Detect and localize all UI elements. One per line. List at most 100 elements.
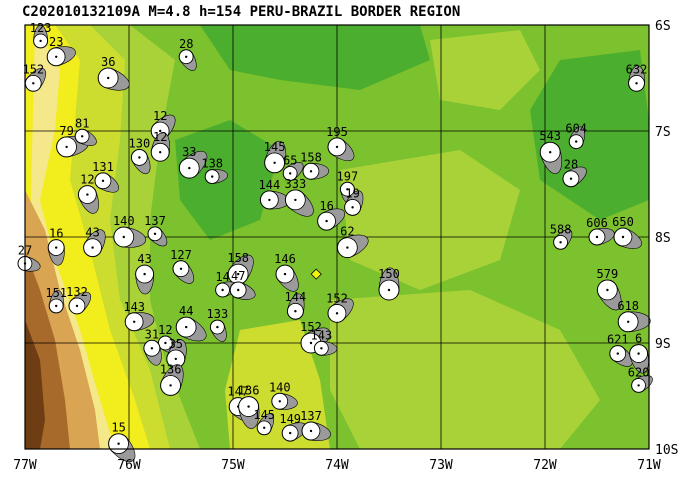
beachball-quadrant [238, 404, 260, 429]
beachball-center [351, 206, 354, 209]
beachball-quadrant [555, 229, 573, 247]
terrain-light-green-patch-south [330, 290, 600, 449]
beachball-center [75, 304, 79, 308]
beachball-center [549, 151, 552, 154]
beachball-center [569, 177, 573, 180]
event-depth-label: 543 [539, 129, 561, 143]
beachball-center [185, 55, 188, 58]
beachball-center [637, 352, 640, 355]
beachball-quadrant [235, 282, 256, 300]
focal-mechanism: 136 [160, 362, 184, 396]
event-depth-label: 143 [123, 300, 145, 314]
beachball-quadrant [144, 345, 162, 366]
focal-mechanism: 621 [607, 333, 633, 367]
beachball-center [387, 288, 391, 292]
beachball-center [55, 55, 58, 58]
event-depth-label: 81 [75, 116, 89, 130]
beachball-center [247, 405, 250, 408]
event-depth-label: 19 [345, 186, 359, 200]
beachball-quadrant [180, 52, 197, 71]
focal-mechanism: 158 [227, 251, 254, 285]
lat-tick-label: 9S [655, 337, 671, 352]
event-depth-label: 16 [49, 227, 63, 241]
beachball-quadrant [257, 413, 275, 432]
beachball-quadrant [84, 229, 106, 253]
terrain-light-green-patch-ne [430, 30, 540, 110]
focal-mechanism: 158 [300, 150, 330, 180]
beachball-center [575, 140, 578, 143]
focal-mechanism: 43 [83, 226, 106, 258]
event-depth-label: 650 [612, 215, 634, 229]
beachball-quadrant [309, 421, 331, 441]
beachball-quadrant [132, 312, 155, 332]
beachball-quadrant [71, 291, 92, 312]
beachball-center [159, 151, 162, 154]
beachball-quadrant [104, 68, 130, 91]
event-depth-label: 152 [326, 291, 348, 305]
beachball-quadrant [310, 162, 330, 180]
event-depth-label: 620 [628, 365, 650, 379]
beachball-quadrant [321, 341, 338, 356]
beachball-center [32, 82, 35, 85]
beachball-quadrant [331, 298, 354, 321]
beachball-center [289, 172, 292, 175]
beachball-center [616, 352, 619, 355]
focal-mechanism: 65 [282, 153, 304, 181]
beachball-quadrant [286, 422, 307, 441]
beachball-center [294, 310, 297, 313]
focal-mechanism: 33 [178, 145, 208, 179]
event-depth-label: 143 [311, 328, 333, 342]
beachball-quadrant [331, 139, 355, 161]
beachball-quadrant [322, 208, 346, 230]
event-depth-label: 604 [565, 122, 587, 136]
event-depth-label: 145 [264, 140, 286, 154]
event-depth-label: 14 [215, 270, 229, 284]
event-depth-label: 137 [144, 214, 166, 228]
beachball-center [169, 384, 172, 387]
lat-tick-label: 8S [655, 231, 671, 246]
event-depth-label: 136 [238, 384, 260, 398]
event-depth-label: 31 [145, 327, 159, 341]
event-depth-label: 62 [340, 225, 354, 239]
event-depth-label: 133 [207, 307, 229, 321]
beachball-quadrant [211, 169, 228, 184]
beachball-center [179, 267, 183, 270]
beachball-center [101, 179, 105, 183]
focal-mechanism: 333 [285, 177, 314, 217]
focal-mechanism: 127 [170, 248, 195, 284]
beachball-center [346, 246, 349, 249]
focal-mechanism: 145 [253, 408, 275, 436]
event-depth-label: 136 [160, 362, 182, 376]
focal-mechanism: 140 [113, 214, 147, 248]
terrain-dark-brown-band [25, 320, 45, 449]
beachball-quadrant [278, 393, 298, 410]
focal-mechanism: 140 [269, 380, 298, 410]
beachball-center [55, 246, 58, 249]
event-depth-label: 44 [179, 304, 193, 318]
event-depth-label: 632 [626, 62, 648, 76]
event-depth-label: 158 [227, 251, 249, 265]
beachball-quadrant [122, 226, 147, 248]
event-depth-label: 140 [113, 214, 135, 228]
beachball-quadrant [628, 65, 645, 85]
beachball-quadrant [285, 162, 304, 180]
terrain-dark-green-patch-north [200, 25, 430, 90]
event-depth-label: 145 [253, 408, 275, 422]
beachball-center [637, 384, 640, 387]
event-epicenter-marker [310, 268, 322, 280]
focal-mechanism: 618 [617, 299, 651, 333]
lat-tick-label: 7S [655, 125, 671, 140]
beachball-quadrant [132, 153, 151, 175]
longitude-labels: 77W 76W 75W 74W 73W 72W 71W [13, 458, 661, 473]
event-depth-label: 47 [231, 269, 245, 283]
event-depth-label: 6 [635, 332, 642, 346]
beachball-quadrant [540, 149, 563, 174]
beachball-quadrant [229, 254, 254, 281]
lat-tick-label: 6S [655, 19, 671, 34]
beachball-quadrant [569, 126, 585, 145]
event-depth-label: 36 [101, 55, 115, 69]
beachball-center [107, 76, 110, 80]
beachball-quadrant [149, 228, 168, 247]
lon-tick-label: 75W [221, 458, 245, 473]
